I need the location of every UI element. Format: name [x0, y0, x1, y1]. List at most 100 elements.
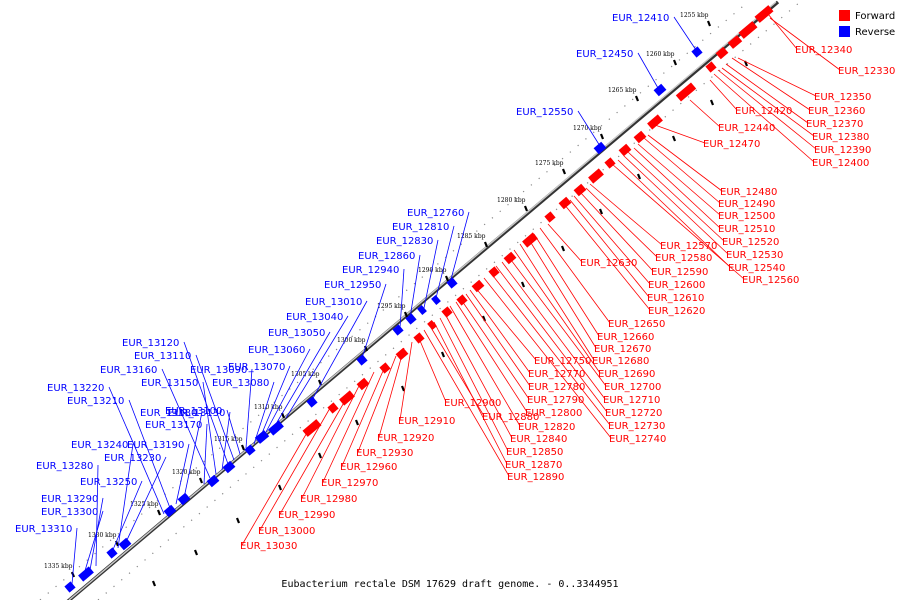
gene-label-eur-12960: EUR_12960: [340, 462, 397, 473]
tick-mark-upper: [240, 444, 246, 451]
gene-label-eur-13130: EUR_13130: [168, 408, 225, 419]
forward-leader-line: [473, 285, 537, 361]
gene-label-eur-12400: EUR_12400: [812, 158, 869, 169]
forward-leader-line: [654, 124, 706, 144]
forward-leader-line: [539, 227, 611, 324]
forward-leader-line: [617, 159, 731, 268]
forward-gene-feature: [715, 46, 729, 60]
tick-label: 1265 kbp: [608, 87, 637, 94]
reverse-leader-line: [175, 443, 190, 505]
reverse-gene-feature: [392, 324, 404, 336]
reverse-gene-feature: [431, 295, 441, 305]
reverse-leader-line: [449, 211, 470, 284]
forward-leader-line: [449, 305, 521, 427]
forward-leader-line: [713, 73, 815, 163]
gene-label-eur-12810: EUR_12810: [392, 222, 449, 233]
gene-label-eur-12820: EUR_12820: [518, 422, 575, 433]
forward-leader-line: [417, 335, 447, 403]
reverse-gene-feature: [417, 305, 427, 315]
forward-leader-line: [399, 341, 413, 421]
forward-leader-line: [507, 255, 607, 387]
reverse-gene-feature: [593, 141, 607, 155]
gene-label-eur-12590: EUR_12590: [651, 267, 708, 278]
gene-label-eur-12530: EUR_12530: [726, 250, 783, 261]
reverse-gene-feature: [222, 460, 236, 474]
reverse-leader-line: [637, 52, 659, 89]
legend: Forward Reverse: [839, 10, 895, 38]
reverse-gene-feature: [405, 313, 417, 325]
reverse-gene-feature: [356, 354, 368, 366]
gene-label-eur-13250: EUR_13250: [80, 477, 137, 488]
forward-leader-line: [378, 347, 405, 438]
reverse-gene-feature: [64, 581, 76, 593]
gene-label-eur-13280: EUR_13280: [36, 461, 93, 472]
forward-gene-feature: [471, 279, 485, 293]
gene-label-eur-12440: EUR_12440: [718, 123, 775, 134]
forward-leader-line: [455, 301, 528, 413]
gene-label-eur-12780: EUR_12780: [528, 382, 585, 393]
reverse-leader-line: [275, 331, 331, 425]
forward-leader-line: [459, 297, 530, 400]
forward-gene-feature: [395, 347, 409, 361]
gene-label-eur-12490: EUR_12490: [718, 199, 775, 210]
tick-label: 1290 kbp: [418, 267, 447, 274]
tick-mark-lower: [400, 385, 406, 392]
reverse-leader-line: [399, 268, 405, 329]
reverse-leader-line: [128, 399, 171, 509]
gene-label-eur-12570: EUR_12570: [660, 241, 717, 252]
forward-leader-line: [259, 407, 331, 531]
gene-label-eur-12950: EUR_12950: [324, 280, 381, 291]
gene-label-eur-12760: EUR_12760: [407, 208, 464, 219]
gene-label-eur-12910: EUR_12910: [398, 416, 455, 427]
gene-label-eur-12880: EUR_12880: [482, 412, 539, 423]
gene-label-eur-13060: EUR_13060: [248, 345, 305, 356]
gene-label-eur-12920: EUR_12920: [377, 433, 434, 444]
gene-label-eur-13160: EUR_13160: [100, 365, 157, 376]
reverse-gene-feature: [306, 396, 318, 408]
forward-leader-line: [429, 325, 485, 417]
gene-label-eur-12550: EUR_12550: [516, 107, 573, 118]
gene-label-eur-12450: EUR_12450: [576, 49, 633, 60]
forward-gene-feature: [544, 211, 556, 223]
gene-label-eur-12930: EUR_12930: [356, 448, 413, 459]
gene-label-eur-12500: EUR_12500: [718, 211, 775, 222]
forward-gene-feature: [705, 61, 717, 73]
forward-leader-line: [322, 371, 375, 483]
forward-gene-feature: [413, 332, 425, 344]
forward-gene-feature: [754, 5, 774, 23]
gene-label-eur-12420: EUR_12420: [735, 106, 792, 117]
gene-label-eur-12800: EUR_12800: [525, 408, 582, 419]
forward-leader-line: [489, 271, 611, 426]
label-leaders: [71, 13, 841, 585]
forward-gene-feature: [588, 168, 604, 184]
reverse-gene-feature: [254, 430, 270, 444]
forward-gene-feature: [427, 320, 437, 330]
forward-leader-line: [279, 391, 351, 515]
reverse-leader-line: [259, 365, 291, 439]
gene-labels: EUR_12340 EUR_12330 EUR_12350 EUR_12360 EUR_…: [15, 13, 895, 552]
forward-gene-feature: [633, 130, 647, 144]
gene-label-eur-13120: EUR_13120: [122, 338, 179, 349]
reverse-leader-line: [361, 283, 387, 359]
tick-mark-lower: [277, 484, 283, 491]
tick-mark-upper: [523, 205, 529, 212]
forward-leader-line: [423, 329, 510, 477]
forward-gene-feature: [618, 143, 632, 157]
gene-label-eur-12620: EUR_12620: [648, 306, 705, 317]
gene-label-eur-13070: EUR_13070: [228, 362, 285, 373]
tick-label: 1255 kbp: [680, 12, 709, 19]
gene-label-eur-12730: EUR_12730: [608, 421, 665, 432]
reverse-gene-feature: [206, 474, 220, 488]
tick-label: 1270 kbp: [573, 125, 602, 132]
tick-label: 1275 kbp: [535, 160, 564, 167]
gene-label-eur-12390: EUR_12390: [814, 145, 871, 156]
forward-gene-feature: [339, 390, 355, 406]
gene-label-eur-12980: EUR_12980: [300, 494, 357, 505]
gene-label-eur-12900: EUR_12900: [444, 398, 501, 409]
gene-label-eur-12690: EUR_12690: [598, 369, 655, 380]
gene-label-eur-13180: EUR_13180: [140, 408, 197, 419]
reverse-leader-line: [195, 354, 235, 461]
gene-label-eur-12700: EUR_12700: [604, 382, 661, 393]
forward-leader-line: [563, 203, 651, 311]
